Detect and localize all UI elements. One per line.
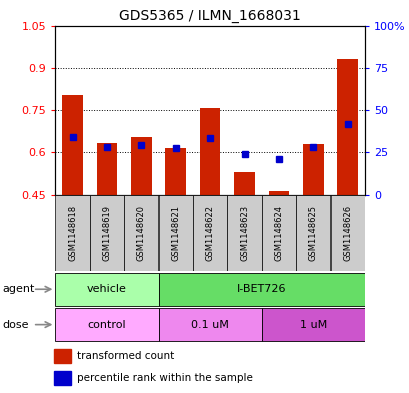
Bar (53, 371, 71, 384)
Text: GSM1148621: GSM1148621 (171, 205, 180, 261)
Text: dose: dose (2, 320, 29, 330)
Bar (234, 172, 254, 195)
Bar (97, 143, 117, 195)
Text: GSM1148624: GSM1148624 (274, 205, 283, 261)
Text: GSM1148623: GSM1148623 (239, 205, 248, 261)
Text: I-BET726: I-BET726 (236, 284, 286, 294)
Text: GSM1148622: GSM1148622 (205, 205, 214, 261)
Bar (199, 108, 220, 195)
Text: agent: agent (2, 284, 34, 294)
Text: percentile rank within the sample: percentile rank within the sample (77, 373, 253, 383)
Bar (261, 195, 295, 271)
Bar (337, 59, 357, 195)
Text: 0.1 uM: 0.1 uM (191, 320, 229, 330)
Bar (268, 191, 288, 195)
Bar (165, 148, 186, 195)
Bar (62, 95, 83, 195)
Bar (158, 273, 364, 306)
Text: control: control (88, 320, 126, 330)
Bar (302, 144, 323, 195)
Text: GSM1148620: GSM1148620 (137, 205, 146, 261)
Bar (55, 273, 158, 306)
Bar (55, 195, 90, 271)
Bar (90, 195, 124, 271)
Bar (227, 195, 261, 271)
Bar (330, 195, 364, 271)
Text: GSM1148618: GSM1148618 (68, 205, 77, 261)
Title: GDS5365 / ILMN_1668031: GDS5365 / ILMN_1668031 (119, 9, 300, 23)
Bar (158, 195, 192, 271)
Bar (261, 308, 364, 341)
Bar (55, 308, 158, 341)
Text: transformed count: transformed count (77, 351, 174, 361)
Text: vehicle: vehicle (87, 284, 126, 294)
Bar (193, 195, 227, 271)
Bar (124, 195, 158, 271)
Text: GSM1148625: GSM1148625 (308, 205, 317, 261)
Text: 1 uM: 1 uM (299, 320, 326, 330)
Bar (158, 308, 261, 341)
Text: GSM1148626: GSM1148626 (342, 205, 351, 261)
Bar (53, 349, 71, 363)
Bar (131, 137, 151, 195)
Text: GSM1148619: GSM1148619 (102, 205, 111, 261)
Bar (295, 195, 330, 271)
